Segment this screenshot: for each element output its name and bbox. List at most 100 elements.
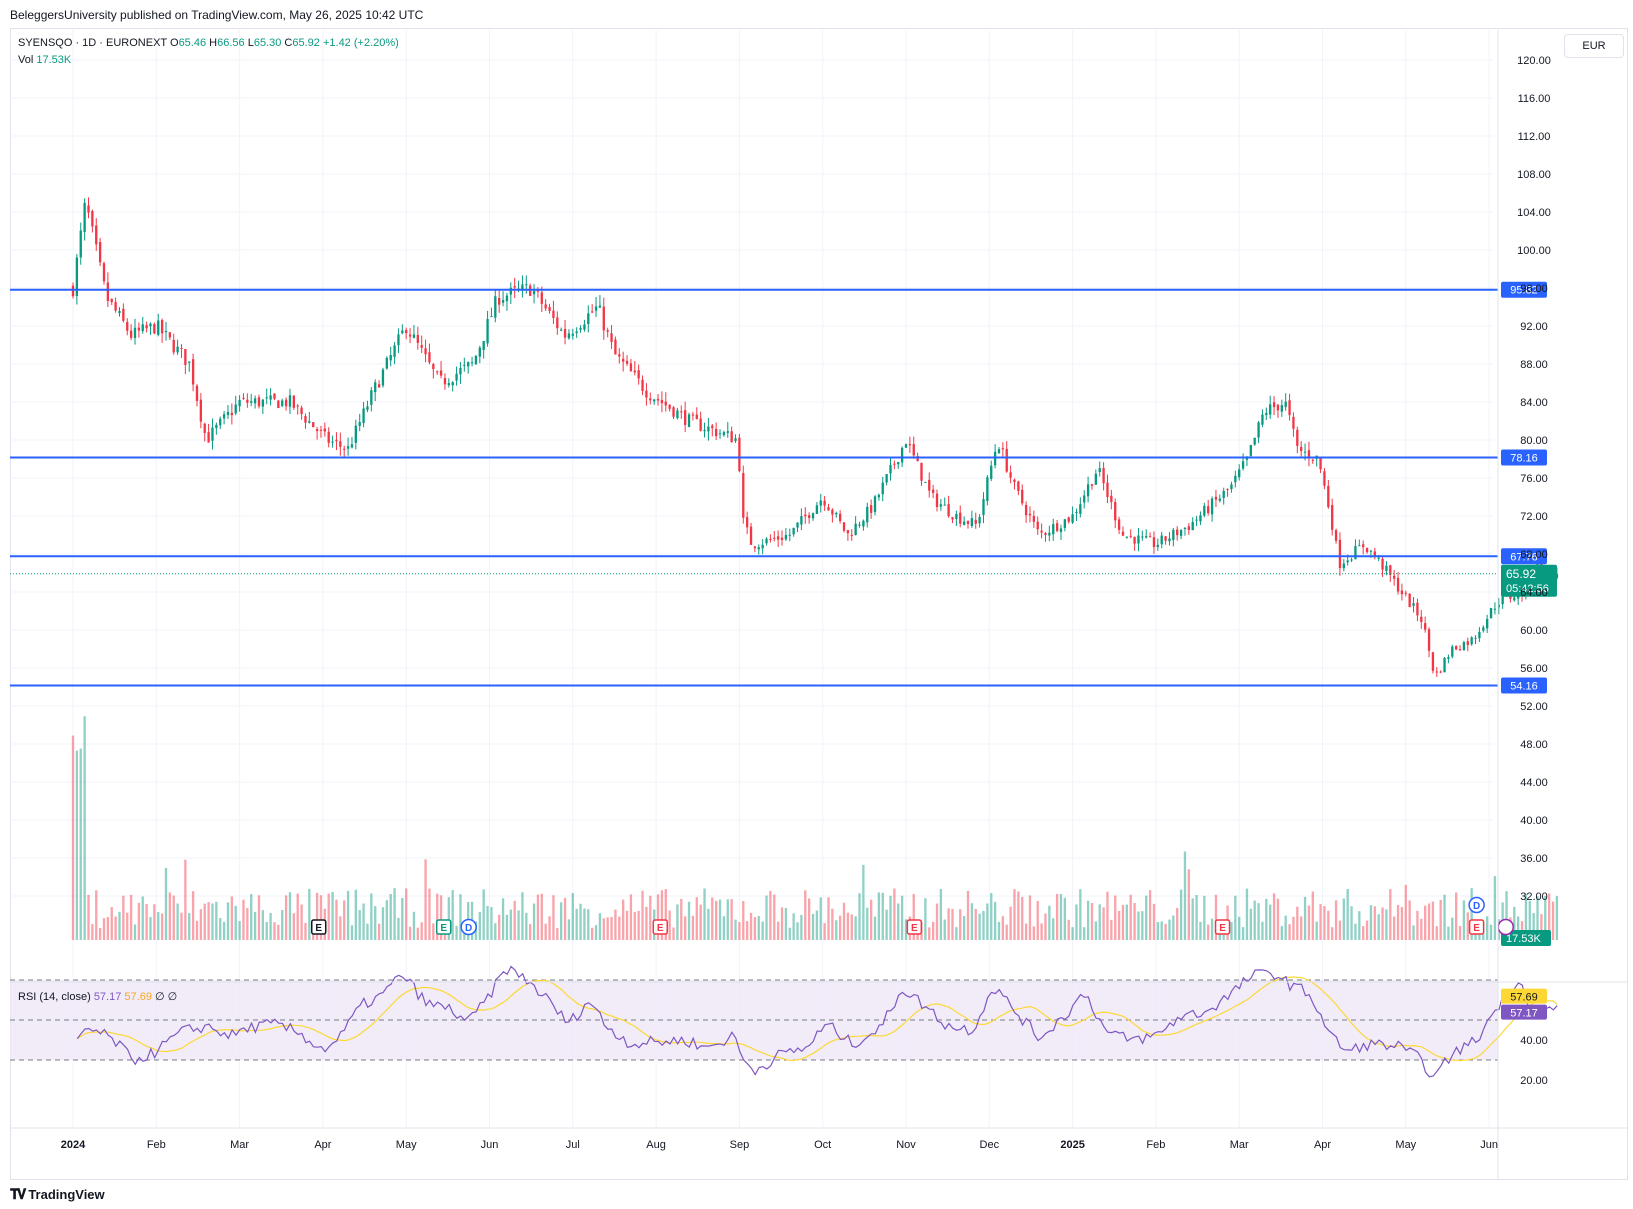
candle-body: [874, 496, 876, 512]
candle-body: [107, 282, 109, 301]
candle-body: [1137, 535, 1139, 543]
volume-bar: [851, 914, 853, 940]
volume-bar: [1195, 895, 1197, 940]
candle-body: [285, 400, 287, 407]
volume-bar: [1467, 912, 1469, 940]
candle-body: [854, 524, 856, 535]
candle-body: [1002, 448, 1004, 449]
volume-bar: [498, 915, 500, 940]
candle-body: [1370, 551, 1372, 552]
candle-body: [711, 425, 713, 428]
volume-bar: [808, 898, 810, 940]
candle-body: [955, 514, 957, 519]
volume-bar: [401, 898, 403, 940]
candle-body: [471, 362, 473, 363]
footer-brand[interactable]: 𝐓𝐕 TradingView: [10, 1186, 105, 1203]
volume-bar: [103, 918, 105, 940]
candle-body: [231, 413, 233, 415]
volume-bar: [715, 901, 717, 940]
volume-bar: [1257, 903, 1259, 940]
candle-body: [978, 517, 980, 523]
candle-body: [680, 411, 682, 412]
volume-bar: [1091, 903, 1093, 940]
volume-bar: [242, 900, 244, 940]
candle-body: [1126, 537, 1128, 538]
volume-bar: [328, 894, 330, 940]
candle-body: [390, 355, 392, 360]
candle-body: [936, 494, 938, 507]
candle-body: [1064, 519, 1066, 528]
symbol-legend: SYENSQO · 1D · EURONEXT O65.46 H66.56 L6…: [18, 35, 399, 69]
candle-body: [114, 302, 116, 311]
candle-body: [1292, 417, 1294, 429]
currency-button[interactable]: EUR: [1564, 34, 1624, 58]
candle-body: [1343, 564, 1345, 569]
volume-bar: [72, 736, 74, 940]
candle-body: [1304, 452, 1306, 453]
candle-body: [947, 504, 949, 516]
candle-body: [1006, 449, 1008, 472]
volume-bar: [533, 904, 535, 940]
volume-bar: [572, 893, 574, 940]
volume-bar: [83, 716, 85, 940]
candle-body: [1331, 505, 1333, 530]
volume-bar: [1203, 896, 1205, 940]
candle-body: [703, 430, 705, 431]
volume-bar: [223, 922, 225, 940]
candle-body: [920, 463, 922, 481]
rsi-title[interactable]: RSI (14, close): [18, 991, 91, 1003]
candle-body: [1168, 538, 1170, 541]
candle-body: [1273, 402, 1275, 407]
candle-body: [452, 382, 454, 385]
tradingview-logo-icon: 𝐓𝐕: [10, 1186, 24, 1203]
volume-bar: [944, 919, 946, 940]
candle-body: [436, 371, 438, 372]
candle-body: [843, 522, 845, 530]
volume-bar: [785, 908, 787, 940]
volume-bar: [1459, 926, 1461, 940]
volume-bar: [173, 896, 175, 940]
volume-bar: [1343, 899, 1345, 940]
volume-bar: [308, 889, 310, 940]
volume-bar: [339, 916, 341, 940]
volume-bar: [742, 901, 744, 940]
volume-tag-label: 17.53K: [1506, 933, 1542, 945]
candle-body: [1250, 445, 1252, 456]
volume-bar: [587, 909, 589, 940]
volume-bar: [134, 924, 136, 940]
volume-bar: [1327, 911, 1329, 940]
symbol-title[interactable]: SYENSQO · 1D · EURONEXT: [18, 37, 167, 49]
volume-bar: [405, 888, 407, 940]
candle-body: [769, 539, 771, 540]
volume-bar: [269, 913, 271, 940]
volume-bar: [1130, 895, 1132, 940]
volume-bar: [936, 904, 938, 940]
open-value: 65.46: [179, 37, 207, 49]
high-label: H: [209, 37, 217, 49]
volume-bar: [1099, 904, 1101, 940]
candle-body: [1474, 638, 1476, 639]
candle-body: [1471, 637, 1473, 644]
volume-bar: [227, 902, 229, 940]
earnings-marker-label: E: [1219, 923, 1226, 934]
candle-body: [359, 422, 361, 426]
volume-bar: [820, 897, 822, 940]
volume-bar: [758, 916, 760, 940]
volume-bar: [1393, 917, 1395, 940]
volume-bar: [1370, 905, 1372, 940]
volume-bar: [1056, 894, 1058, 940]
candle-body: [1157, 545, 1159, 547]
candle-body: [986, 477, 988, 501]
candle-body: [386, 358, 388, 369]
candle-body: [595, 307, 597, 311]
rsi-ma-value: 57.69: [124, 991, 152, 1003]
candle-body: [1478, 632, 1480, 638]
candle-body: [91, 211, 93, 227]
candle-body: [483, 341, 485, 350]
candle-body: [1033, 516, 1035, 522]
volume-label[interactable]: Vol: [18, 54, 33, 66]
volume-bar: [1350, 906, 1352, 940]
x-tick-label: Mar: [1230, 1139, 1249, 1151]
candle-body: [514, 286, 516, 287]
